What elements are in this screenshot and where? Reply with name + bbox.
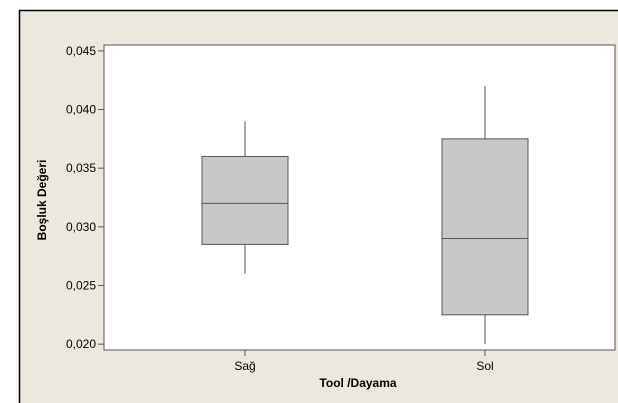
x-axis: Sağ Sol: [234, 350, 494, 373]
box-2: [441, 86, 529, 345]
y-axis-title: Boşluk Değeri: [35, 160, 49, 241]
box-series: [201, 86, 529, 345]
box-body: [201, 155, 289, 245]
y-tick-label: 0,030: [66, 220, 96, 234]
box-body: [441, 138, 529, 316]
y-tick-label: 0,025: [66, 278, 96, 292]
x-tick-label: Sağ: [234, 359, 255, 373]
y-tick-label: 0,040: [66, 103, 96, 117]
y-tick-label: 0,045: [66, 44, 96, 58]
x-axis-title: Tool /Dayama: [319, 376, 396, 390]
y-tick-label: 0,035: [66, 161, 96, 175]
box-1: [201, 121, 289, 274]
plot-area: [103, 44, 616, 351]
y-tick-label: 0,020: [66, 337, 96, 351]
y-axis: 0,020 0,025 0,030 0,035 0,040 0,045: [66, 44, 104, 351]
x-tick-label: Sol: [476, 359, 493, 373]
